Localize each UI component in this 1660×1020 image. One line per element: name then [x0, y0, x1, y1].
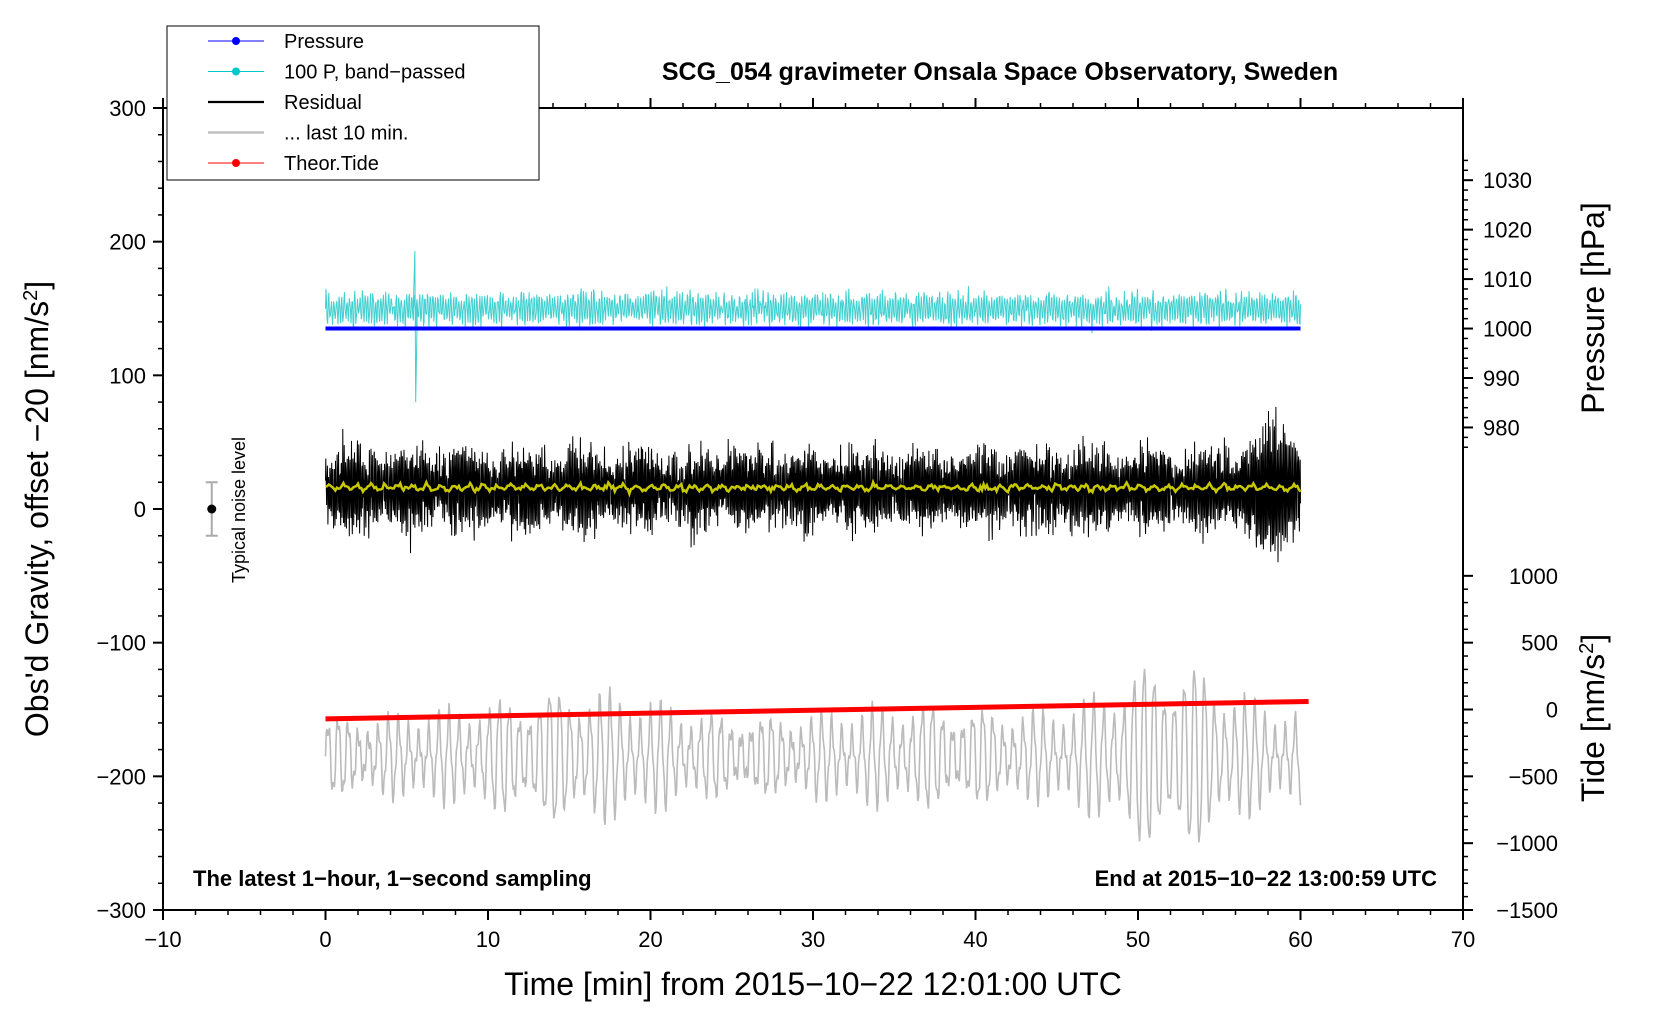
- x-tick-label: 0: [319, 927, 331, 952]
- y-axis-tide: −1500 −1000 −500 0 500 1000: [1463, 564, 1558, 923]
- y-tick-label: −300: [96, 898, 146, 923]
- y-axis-pressure: 980 990 1000 1010 1020 1030: [1462, 155, 1532, 453]
- legend-label-4: Theor.Tide: [284, 153, 379, 175]
- y-tick-label: 100: [109, 363, 146, 388]
- chart-title: SCG_054 gravimeter Onsala Space Observat…: [662, 58, 1338, 86]
- tide-tick-label: 1000: [1509, 564, 1558, 589]
- noise-bar-dot: [207, 504, 217, 514]
- legend-label-2: Residual: [284, 92, 362, 114]
- legend-label-0: Pressure: [284, 31, 364, 53]
- y-tick-label: −100: [96, 631, 146, 656]
- end-time-note: End at 2015−10−22 13:00:59 UTC: [1095, 866, 1438, 891]
- tide-tick-label: −1000: [1496, 831, 1558, 856]
- noise-level-indicator: [205, 481, 218, 537]
- y-tick-label: 0: [134, 497, 146, 522]
- residual-smoothed-line: [325, 478, 1302, 498]
- theor-tide-series: [325, 698, 1309, 722]
- x-tick-label: 60: [1288, 927, 1312, 952]
- x-tick-label: 70: [1451, 927, 1475, 952]
- pressure-tick-label: 980: [1483, 415, 1520, 440]
- theor-tide-line: [325, 698, 1309, 722]
- x-tick-label: −10: [144, 927, 181, 952]
- tide-tick-label: −1500: [1496, 898, 1558, 923]
- y-tick-label: 300: [109, 96, 146, 121]
- y-tick-label: −200: [96, 764, 146, 789]
- residual-line: [325, 406, 1301, 563]
- pressure-tick-label: 1020: [1483, 218, 1532, 243]
- legend-marker-4: [232, 159, 240, 167]
- legend: Pressure 100 P, band−passed Residual ... la…: [208, 31, 465, 175]
- last-10-min-series: [324, 668, 1302, 843]
- tide-tick-label: −500: [1508, 764, 1558, 789]
- tide-tick-label: 500: [1521, 631, 1558, 656]
- x-axis: −10 0 10 20 30 40 50 60 70: [144, 98, 1475, 952]
- pressure-tick-label: 1030: [1483, 168, 1532, 193]
- y-tick-label: 200: [109, 230, 146, 255]
- band-passed-pressure-series: [325, 251, 1301, 403]
- tide-axis-label: Tide [nm/s2]: [1575, 634, 1611, 802]
- residual-smoothed-series: [325, 478, 1302, 498]
- legend-marker-1: [232, 67, 240, 76]
- y-axis-left: −300 −200 −100 0 100 200 300: [96, 96, 163, 923]
- band-passed-spike: [412, 251, 418, 403]
- y-axis-label: Obs'd Gravity, offset −20 [nm/s2]: [19, 281, 55, 737]
- x-tick-label: 20: [638, 927, 662, 952]
- x-tick-label: 10: [476, 927, 500, 952]
- pressure-tick-label: 1000: [1483, 317, 1532, 342]
- residual-series: [325, 406, 1301, 563]
- legend-label-3: ... last 10 min.: [284, 123, 409, 145]
- legend-marker-0: [232, 37, 240, 45]
- pressure-tick-label: 1010: [1483, 267, 1532, 292]
- x-axis-label: Time [min] from 2015−10−22 12:01:00 UTC: [504, 966, 1122, 1002]
- legend-label-1: 100 P, band−passed: [284, 62, 465, 84]
- x-tick-label: 30: [801, 927, 825, 952]
- x-tick-label: 50: [1126, 927, 1150, 952]
- x-tick-label: 40: [963, 927, 987, 952]
- band-passed-line: [325, 286, 1301, 334]
- tide-tick-label: 0: [1546, 698, 1558, 723]
- last-10-min-line: [324, 668, 1302, 843]
- sampling-note: The latest 1−hour, 1−second sampling: [193, 866, 592, 891]
- noise-level-label: Typical noise level: [229, 437, 249, 583]
- pressure-axis-label: Pressure [hPa]: [1575, 202, 1611, 414]
- pressure-tick-label: 990: [1483, 366, 1520, 391]
